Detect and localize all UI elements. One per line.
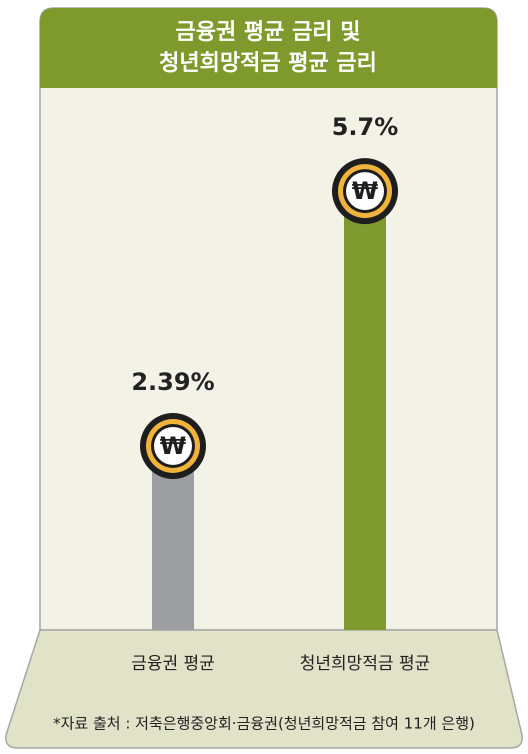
category-label: 금융권 평균 [131, 654, 215, 674]
category-label: 청년희망적금 평균 [300, 654, 431, 674]
panel [39, 7, 498, 631]
value-label: 2.39% [131, 368, 214, 396]
coin-symbol: ₩ [160, 432, 187, 460]
chart-title: 금융권 평균 금리 및 [176, 20, 361, 45]
chart-title: 청년희망적금 평균 금리 [159, 51, 377, 76]
coin-face [154, 426, 192, 465]
coin-face [346, 172, 384, 211]
value-label: 5.7% [332, 113, 399, 141]
base [5, 629, 523, 749]
source-note: *자료 출처 : 저축은행중앙회·금융권(청년희망적금 참여 11개 은행) [53, 715, 475, 733]
coin-symbol: ₩ [352, 177, 379, 205]
bar [344, 191, 386, 630]
title-band [40, 8, 497, 88]
